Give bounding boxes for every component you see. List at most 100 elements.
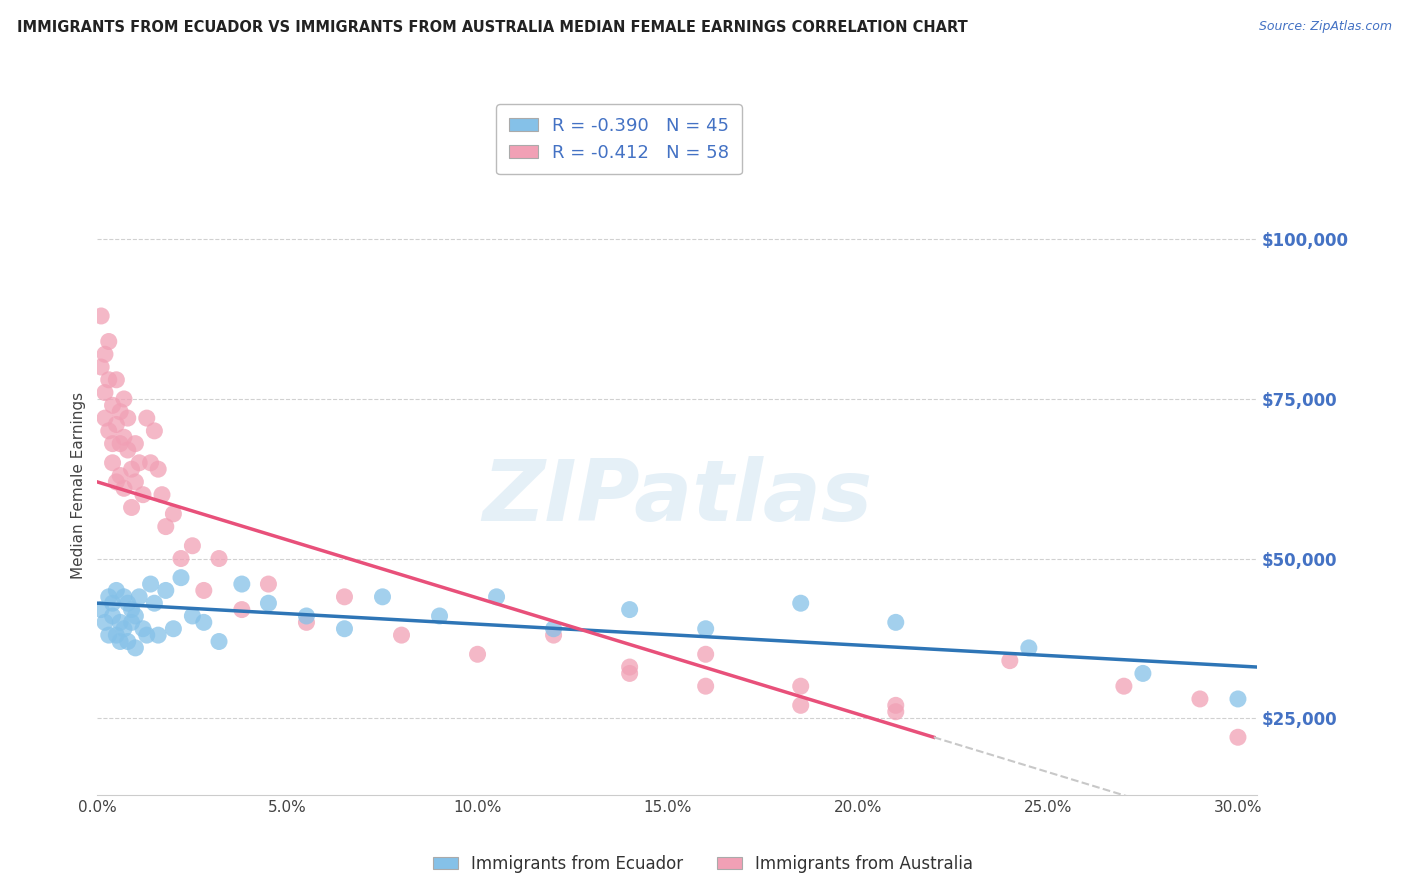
Point (101, 398, 124, 412)
Point (94, 385, 117, 400)
Text: ZIPatlas: ZIPatlas (482, 456, 872, 539)
Point (884, 698, 907, 713)
Point (128, 590, 150, 604)
Point (117, 442, 139, 457)
Point (121, 462, 143, 476)
Point (97, 334, 120, 349)
Point (790, 679, 813, 693)
Point (112, 481, 135, 495)
Point (139, 577, 162, 591)
Point (208, 634, 231, 648)
Point (371, 590, 394, 604)
Point (117, 411, 139, 425)
Point (132, 622, 155, 636)
Point (790, 596, 813, 610)
Point (162, 507, 184, 521)
Point (124, 436, 146, 450)
Point (132, 488, 155, 502)
Point (135, 411, 157, 425)
Point (143, 424, 166, 438)
Point (1188, 692, 1211, 706)
Point (105, 475, 128, 489)
Point (112, 430, 135, 444)
Point (90, 602, 112, 616)
Point (124, 609, 146, 624)
Point (333, 590, 356, 604)
Point (181, 539, 204, 553)
Y-axis label: Median Female Earnings: Median Female Earnings (72, 392, 86, 579)
Point (94, 411, 117, 425)
Point (105, 628, 128, 642)
Point (101, 456, 124, 470)
Point (101, 596, 124, 610)
Point (94, 347, 117, 361)
Point (101, 609, 124, 624)
Point (391, 628, 413, 642)
Point (429, 609, 451, 624)
Point (97, 590, 120, 604)
Point (155, 519, 177, 533)
Point (1226, 692, 1249, 706)
Point (121, 602, 143, 616)
Point (108, 634, 131, 648)
Point (108, 468, 131, 483)
Point (1018, 640, 1040, 655)
Point (143, 596, 166, 610)
Legend: Immigrants from Ecuador, Immigrants from Australia: Immigrants from Ecuador, Immigrants from… (426, 848, 980, 880)
Point (333, 622, 356, 636)
Point (108, 405, 131, 419)
Point (117, 634, 139, 648)
Point (257, 577, 280, 591)
Point (162, 622, 184, 636)
Legend: R = -0.390   N = 45, R = -0.412   N = 58: R = -0.390 N = 45, R = -0.412 N = 58 (496, 104, 742, 174)
Point (124, 475, 146, 489)
Point (695, 647, 717, 661)
Point (148, 628, 170, 642)
Point (619, 602, 641, 616)
Point (94, 615, 117, 630)
Point (884, 615, 907, 630)
Point (208, 551, 231, 566)
Point (97, 628, 120, 642)
Point (295, 615, 318, 630)
Point (790, 698, 813, 713)
Point (108, 615, 131, 630)
Point (257, 596, 280, 610)
Point (128, 456, 150, 470)
Point (170, 571, 193, 585)
Point (135, 628, 157, 642)
Point (105, 373, 128, 387)
Point (695, 679, 717, 693)
Point (90, 359, 112, 374)
Point (124, 640, 146, 655)
Point (97, 373, 120, 387)
Point (619, 666, 641, 681)
Point (543, 628, 565, 642)
Point (105, 583, 128, 598)
Point (105, 417, 128, 432)
Point (148, 462, 170, 476)
Point (1112, 679, 1135, 693)
Point (998, 654, 1021, 668)
Point (112, 590, 135, 604)
Point (467, 647, 489, 661)
Point (543, 622, 565, 636)
Point (108, 436, 131, 450)
Point (150, 488, 173, 502)
Point (112, 392, 135, 406)
Point (231, 577, 253, 591)
Point (121, 615, 143, 630)
Text: Source: ZipAtlas.com: Source: ZipAtlas.com (1258, 20, 1392, 33)
Point (485, 590, 508, 604)
Point (97, 424, 120, 438)
Point (884, 705, 907, 719)
Point (1132, 666, 1154, 681)
Point (101, 436, 124, 450)
Point (90, 309, 112, 323)
Point (181, 609, 204, 624)
Point (155, 583, 177, 598)
Point (139, 456, 162, 470)
Point (695, 622, 717, 636)
Point (295, 609, 318, 624)
Point (170, 551, 193, 566)
